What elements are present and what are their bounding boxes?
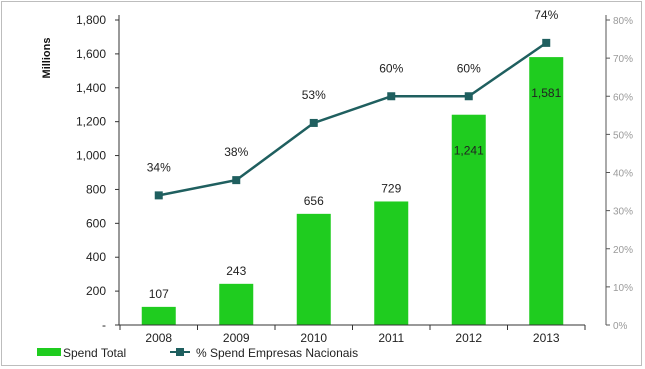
left-tick-label: 800 [86,182,106,196]
left-tick-label: 400 [86,250,106,264]
line-point [387,92,396,101]
line-point [154,191,163,200]
bar-value-label: 1,241 [454,144,484,158]
line-value-label: 38% [224,145,248,159]
bar [219,283,254,325]
left-tick-label: 1,600 [76,47,106,61]
left-tick-label: 1,000 [76,149,106,163]
right-tick-label: 40% [613,169,633,180]
bar-value-label: 243 [226,264,246,278]
legend-line-marker [176,348,184,356]
line-point [309,118,318,127]
left-tick-label: 600 [86,216,106,230]
left-tick-label: - [102,318,106,332]
bar [374,201,409,325]
left-tick-label: 200 [86,284,106,298]
x-tick-label: 2013 [533,331,560,345]
right-tick-label: 70% [613,54,633,65]
bar-value-label: 107 [149,287,169,301]
line-series: 34% 38% 53% 60% 60% 74% [147,8,559,200]
x-tick-label: 2009 [223,331,250,345]
line-value-label: 60% [379,61,403,75]
right-tick-label: 80% [613,16,633,27]
right-axis: 0% 10% 20% 30% 40% 50% 60% 70% 80% [605,15,633,332]
x-axis: 2008 2009 2010 2011 2012 2013 [119,324,586,345]
legend: Spend Total % Spend Empresas Nacionais [37,346,358,360]
right-tick-label: 0% [613,321,628,332]
x-tick-label: 2010 [300,331,327,345]
right-tick-label: 50% [613,130,633,141]
line-value-label: 74% [534,8,558,22]
left-tick-label: 1,400 [76,81,106,95]
bar [529,57,564,325]
legend-line-label: % Spend Empresas Nacionais [196,346,358,360]
x-tick-label: 2012 [455,331,482,345]
right-tick-label: 20% [613,245,633,256]
bar [141,306,176,325]
left-tick-label: 1,200 [76,115,106,129]
bar-value-label: 729 [381,181,401,195]
line-point [232,176,241,185]
bar-value-label: 656 [304,194,324,208]
x-tick-label: 2008 [145,331,172,345]
x-tick-label: 2011 [378,331,404,345]
line-value-label: 34% [147,160,171,174]
series-line [158,41,547,197]
bar-value-label: 1,581 [531,86,561,100]
right-tick-label: 30% [613,207,633,218]
bar [296,213,331,325]
legend-bar-swatch [37,348,61,356]
line-value-label: 60% [457,61,481,75]
bar [451,114,486,325]
line-point [542,38,551,47]
left-axis: - 200 400 600 800 1,000 1,200 1,400 1,600 1,800 [76,13,120,332]
legend-bar-label: Spend Total [63,346,126,360]
bar-series: 107 243 656 729 1,241 1,581 [141,57,564,325]
line-value-label: 53% [302,88,326,102]
right-tick-label: 10% [613,283,633,294]
line-point [464,92,473,101]
y-axis-title: Millions [41,38,53,79]
right-tick-label: 60% [613,92,633,103]
left-tick-label: 1,800 [76,13,106,27]
